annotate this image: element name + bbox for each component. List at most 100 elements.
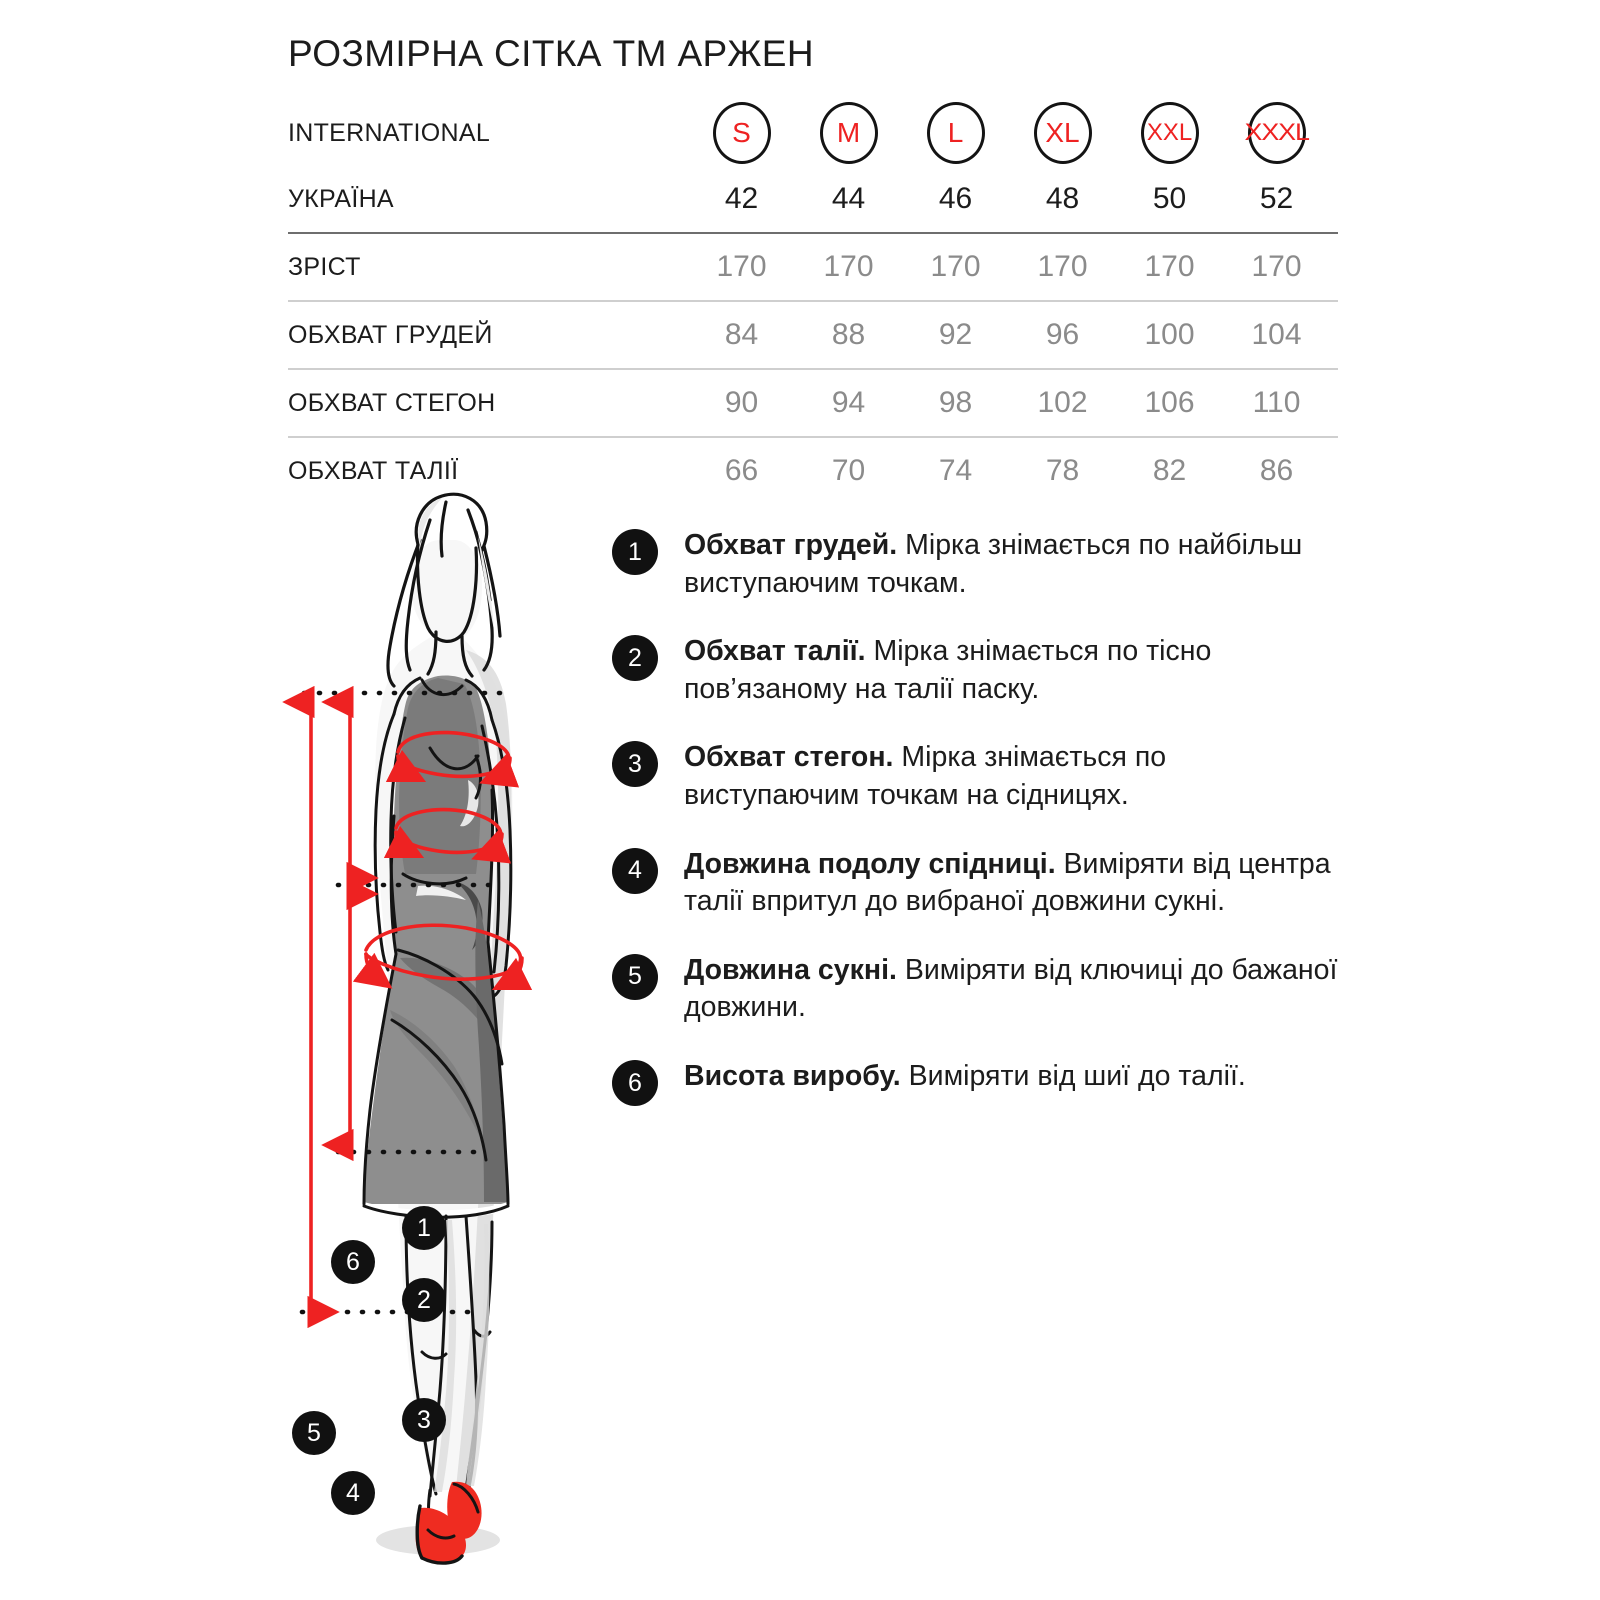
size-circle-xxxl: XXXL (1223, 102, 1330, 164)
table-cell: 170 (1144, 250, 1195, 283)
page-title: РОЗМІРНА СІТКА ТМ АРЖЕН (288, 33, 814, 74)
table-cell: 46 (938, 182, 973, 215)
legend-term-1: Обхват грудей. (684, 529, 898, 561)
leg-shading (434, 1220, 490, 1492)
table-cell: 90 (724, 386, 759, 419)
table-cell: 100 (1144, 318, 1195, 351)
measurement-legend: 1 Обхват грудей. Мірка знімається по най… (612, 527, 1342, 1139)
table-cell: 170 (1037, 250, 1088, 283)
table-cell: 170 (930, 250, 981, 283)
table-cell: 110 (1252, 386, 1301, 419)
legend-item-4: 4 Довжина подолу спідниці. Виміряти від … (612, 846, 1342, 921)
size-circle-xl: XL (1009, 102, 1116, 164)
table-row-hips: ОБХВАТ СТЕГОН 90 94 98 102 106 110 (288, 368, 1338, 436)
size-label-xl: XL (1045, 117, 1080, 148)
row-cells-ukraine: 42 44 46 48 50 52 (688, 182, 1338, 216)
row-cells-height: 170 170 170 170 170 170 (688, 250, 1338, 284)
table-cell: 42 (724, 182, 759, 215)
table-cell: 84 (724, 318, 759, 351)
legend-badge-5: 5 (612, 953, 658, 1000)
row-label-hips: ОБХВАТ СТЕГОН (288, 388, 496, 417)
size-label-m: M (836, 117, 861, 148)
size-label-xxl: XXL (1146, 119, 1193, 146)
legend-desc-3: Мірка знімається по виступаючим точкам н… (684, 741, 1167, 812)
table-cell: 50 (1152, 182, 1187, 215)
size-circle-l: L (902, 102, 1009, 164)
legend-item-1: 1 Обхват грудей. Мірка знімається по най… (612, 527, 1342, 602)
table-row-waist: ОБХВАТ ТАЛІЇ 66 70 74 78 82 86 (288, 436, 1338, 504)
legend-desc-5: Виміряти від ключиці до бажаної довжини. (684, 953, 1338, 1024)
table-cell: 74 (938, 454, 973, 487)
legend-term-5: Довжина сукні. (684, 953, 897, 986)
figure-marker-6: 6 (331, 1240, 375, 1284)
table-row-bust: ОБХВАТ ГРУДЕЙ 84 88 92 96 100 104 (288, 300, 1338, 368)
legend-item-6: 6 Висота виробу. Виміряти від шиї до тал… (612, 1058, 1342, 1108)
table-cell: 88 (831, 318, 866, 351)
legend-badge-3: 3 (612, 741, 658, 788)
figure-marker-2: 2 (402, 1278, 446, 1322)
size-label-s: S (732, 117, 751, 148)
size-circle-s: S (688, 102, 795, 164)
legend-item-5: 5 Довжина сукні. Виміряти від ключиці до… (612, 952, 1342, 1027)
row-label-waist: ОБХВАТ ТАЛІЇ (288, 456, 459, 485)
shoes (415, 1481, 482, 1565)
table-cell: 170 (1251, 250, 1302, 283)
figure-marker-1: 1 (402, 1206, 446, 1250)
legend-desc-2: Мірка знімається по тісно пов’язаному на… (684, 635, 1212, 705)
table-cell: 44 (831, 182, 866, 215)
size-circle-xxl: XXL (1116, 102, 1223, 164)
legend-term-2: Обхват талії. (684, 635, 866, 668)
hair-shading (418, 498, 494, 630)
table-cell: 106 (1144, 386, 1195, 419)
model-illustration: 1 2 3 4 5 6 (270, 480, 630, 1590)
row-label-ukraine: УКРАЇНА (288, 184, 394, 213)
legend-badge-4: 4 (612, 847, 658, 894)
model-figure-svg (282, 492, 533, 1565)
legend-text-1: Обхват грудей. Мірка знімається по найбі… (684, 527, 1342, 602)
table-cell: 66 (724, 454, 759, 487)
legend-text-2: Обхват талії. Мірка знімається по тісно … (684, 633, 1342, 708)
legend-badge-1: 1 (612, 529, 658, 575)
table-cell: 86 (1259, 454, 1294, 487)
table-row-international: INTERNATIONAL S M L XL XXL XXXL (288, 100, 1338, 166)
table-cell: 102 (1037, 386, 1088, 419)
table-cell: 48 (1045, 182, 1080, 215)
table-cell: 94 (831, 386, 866, 419)
size-label-xxxl: XXXL (1244, 119, 1309, 146)
row-cells-hips: 90 94 98 102 106 110 (688, 386, 1338, 420)
legend-text-5: Довжина сукні. Виміряти від ключиці до б… (684, 952, 1342, 1027)
legend-badge-6: 6 (612, 1060, 658, 1107)
size-circle-m: M (795, 102, 902, 164)
row-label-international: INTERNATIONAL (288, 118, 491, 147)
table-row-height: ЗРІСТ 170 170 170 170 170 170 (288, 232, 1338, 300)
legend-term-3: Обхват стегон. (684, 741, 894, 774)
legend-text-3: Обхват стегон. Мірка знімається по висту… (684, 739, 1342, 814)
legend-desc-6: Виміряти від шиї до талії. (900, 1060, 1246, 1093)
size-table: INTERNATIONAL S M L XL XXL XXXL (288, 100, 1338, 504)
table-cell: 98 (938, 386, 973, 419)
row-cells-international: S M L XL XXL XXXL (688, 102, 1338, 164)
table-cell: 52 (1259, 182, 1294, 215)
legend-term-6: Висота виробу. (684, 1060, 901, 1093)
dress (364, 675, 508, 1219)
table-cell: 82 (1152, 454, 1187, 487)
legend-badge-2: 2 (612, 635, 658, 682)
figure-marker-3: 3 (402, 1398, 446, 1442)
legend-term-4: Довжина подолу спідниці. (684, 847, 1056, 880)
size-label-l: L (947, 117, 964, 148)
figure-marker-4: 4 (331, 1471, 375, 1515)
circumference-loops (352, 730, 533, 991)
row-label-bust: ОБХВАТ ГРУДЕЙ (288, 320, 493, 349)
table-cell: 170 (716, 250, 767, 283)
table-cell: 70 (831, 454, 866, 487)
legend-desc-4: Виміряти від центра талії впритул до виб… (684, 847, 1331, 918)
vertical-measure-arrows (282, 685, 379, 1329)
table-row-ukraine: УКРАЇНА 42 44 46 48 50 52 (288, 166, 1338, 232)
row-cells-bust: 84 88 92 96 100 104 (688, 318, 1338, 352)
row-cells-waist: 66 70 74 78 82 86 (688, 454, 1338, 488)
table-cell: 96 (1045, 318, 1080, 351)
table-cell: 104 (1251, 318, 1302, 351)
table-cell: 170 (823, 250, 874, 283)
legend-item-3: 3 Обхват стегон. Мірка знімається по вис… (612, 739, 1342, 814)
